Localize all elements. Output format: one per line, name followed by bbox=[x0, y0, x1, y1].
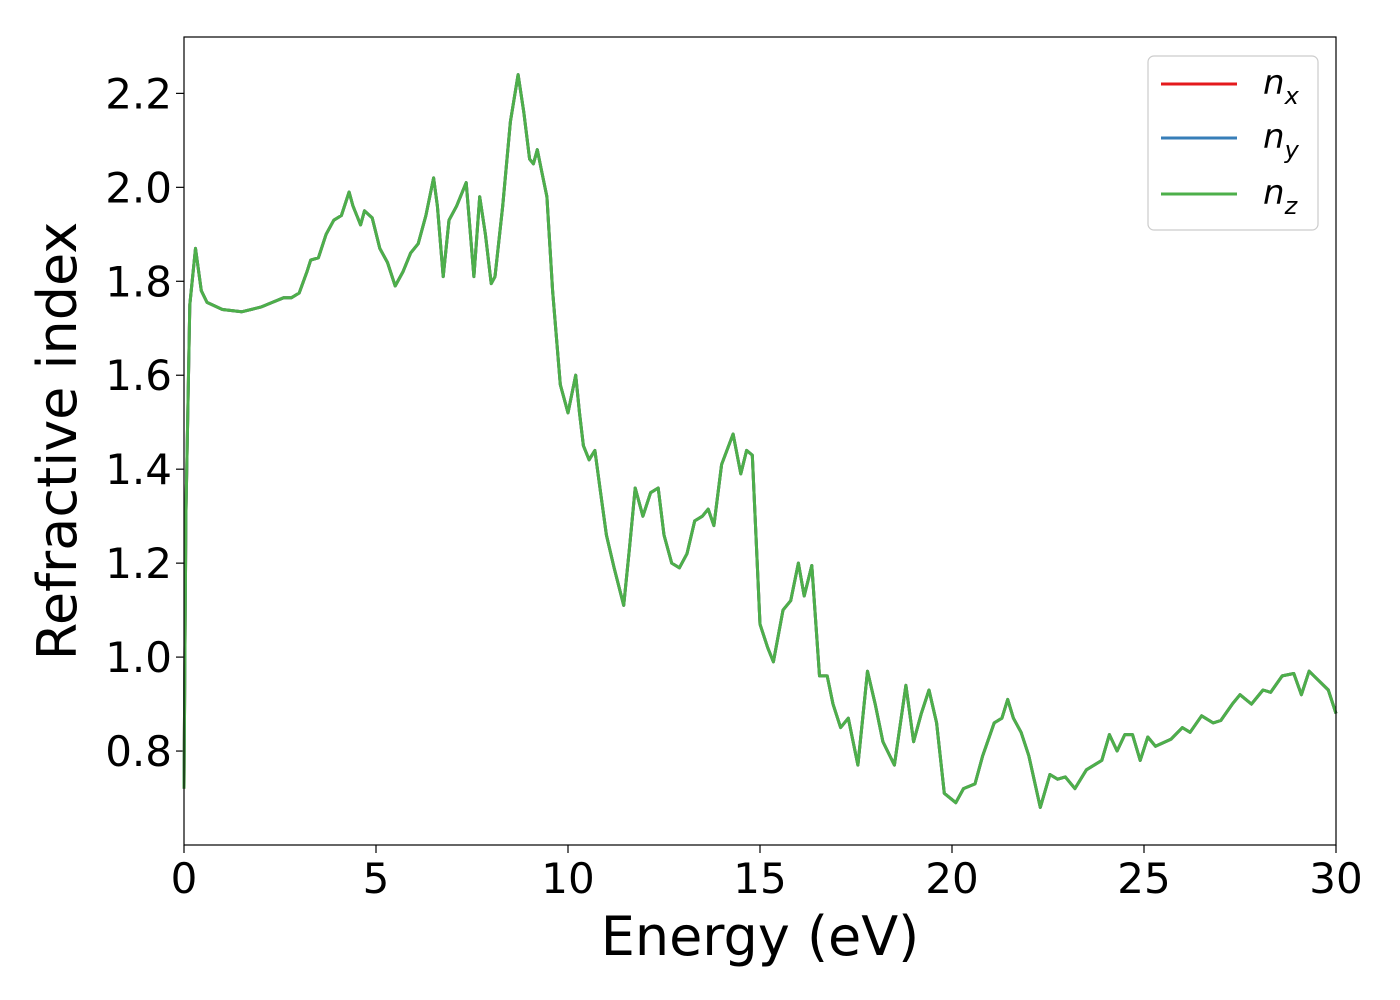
legend-label-n-z: nz bbox=[1263, 173, 1299, 220]
x-tick-label: 15 bbox=[733, 854, 786, 903]
legend-label-n-y: ny bbox=[1263, 117, 1300, 164]
legend-label-n-x: nx bbox=[1263, 63, 1300, 110]
y-axis-label: Refractive index bbox=[26, 222, 89, 661]
series-lines bbox=[182, 73, 1338, 809]
plot-frame bbox=[183, 36, 1337, 846]
y-tick-label: 1.4 bbox=[105, 445, 172, 494]
x-tick-label: 5 bbox=[363, 854, 390, 903]
x-tick-label: 0 bbox=[171, 854, 198, 903]
x-axis-label: Energy (eV) bbox=[601, 905, 920, 968]
x-tick-label: 25 bbox=[1117, 854, 1170, 903]
y-tick-label: 1.6 bbox=[105, 351, 172, 400]
y-tick-label: 1.2 bbox=[105, 539, 172, 588]
y-axis-ticks: 0.8 1.0 1.2 1.4 1.6 1.8 2.0 2.2 bbox=[105, 69, 184, 776]
y-tick-label: 1.8 bbox=[105, 257, 172, 306]
y-tick-label: 0.8 bbox=[105, 727, 172, 776]
x-tick-label: 20 bbox=[925, 854, 978, 903]
x-tick-label: 30 bbox=[1309, 854, 1362, 903]
legend-box bbox=[1147, 55, 1319, 231]
y-tick-label: 2.2 bbox=[105, 69, 172, 118]
x-axis-ticks: 0 5 10 15 20 25 30 bbox=[171, 845, 1363, 903]
x-tick-label: 10 bbox=[541, 854, 594, 903]
y-tick-label: 2.0 bbox=[105, 163, 172, 212]
legend: nx ny nz bbox=[1147, 55, 1319, 231]
series-line-n-z bbox=[182, 73, 1338, 809]
y-tick-label: 1.0 bbox=[105, 633, 172, 682]
